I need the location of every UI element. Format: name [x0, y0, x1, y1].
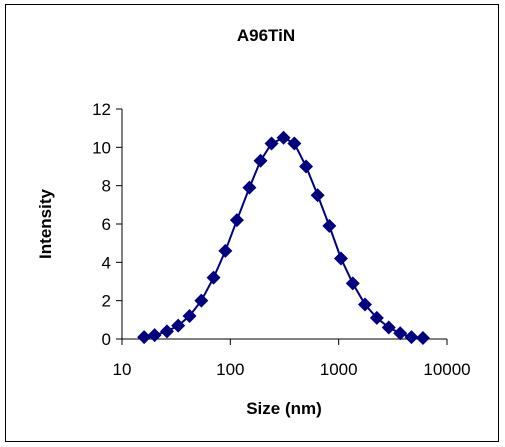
chart-title: A96TiN: [237, 26, 295, 45]
y-tick-label: 12: [92, 100, 111, 119]
y-tick-label: 10: [92, 138, 111, 157]
data-point: [299, 159, 314, 174]
data-point: [345, 276, 360, 291]
y-axis-label: Intensity: [36, 189, 55, 259]
data-point: [182, 309, 197, 323]
y-tick-label: 2: [102, 292, 111, 311]
data-point: [381, 320, 396, 335]
x-tick-label: 1000: [320, 360, 358, 379]
data-point: [253, 153, 268, 168]
data-point: [229, 213, 244, 228]
data-point: [206, 270, 221, 285]
data-point: [404, 330, 419, 345]
data-point: [276, 130, 291, 145]
data-point: [333, 251, 348, 266]
y-tick-label: 8: [102, 177, 111, 196]
x-tick-label: 10000: [423, 360, 470, 379]
data-point: [147, 328, 162, 343]
data-point: [242, 180, 257, 195]
data-point: [415, 331, 430, 346]
data-point: [357, 297, 372, 312]
x-axis-label: Size (nm): [246, 399, 322, 418]
x-tick-label: 100: [216, 360, 244, 379]
data-point: [194, 293, 209, 308]
data-point: [369, 310, 384, 325]
data-point: [264, 136, 279, 151]
axes: 0 2 4 6 8 10 12 10 100 1000 10000: [92, 100, 471, 379]
y-tick-label: 4: [102, 253, 111, 272]
data-point: [218, 243, 233, 258]
data-point: [171, 318, 186, 333]
series-line: [143, 136, 424, 339]
data-point: [287, 136, 302, 151]
data-point: [322, 218, 337, 233]
chart-frame: [5, 4, 499, 442]
data-point: [393, 326, 408, 341]
data-point: [310, 188, 325, 203]
y-tick-label: 0: [102, 330, 111, 349]
y-tick-label: 6: [102, 215, 111, 234]
x-tick-label: 10: [113, 360, 132, 379]
plot-marks: [137, 130, 430, 346]
data-point: [159, 324, 174, 339]
data-point: [137, 330, 152, 345]
